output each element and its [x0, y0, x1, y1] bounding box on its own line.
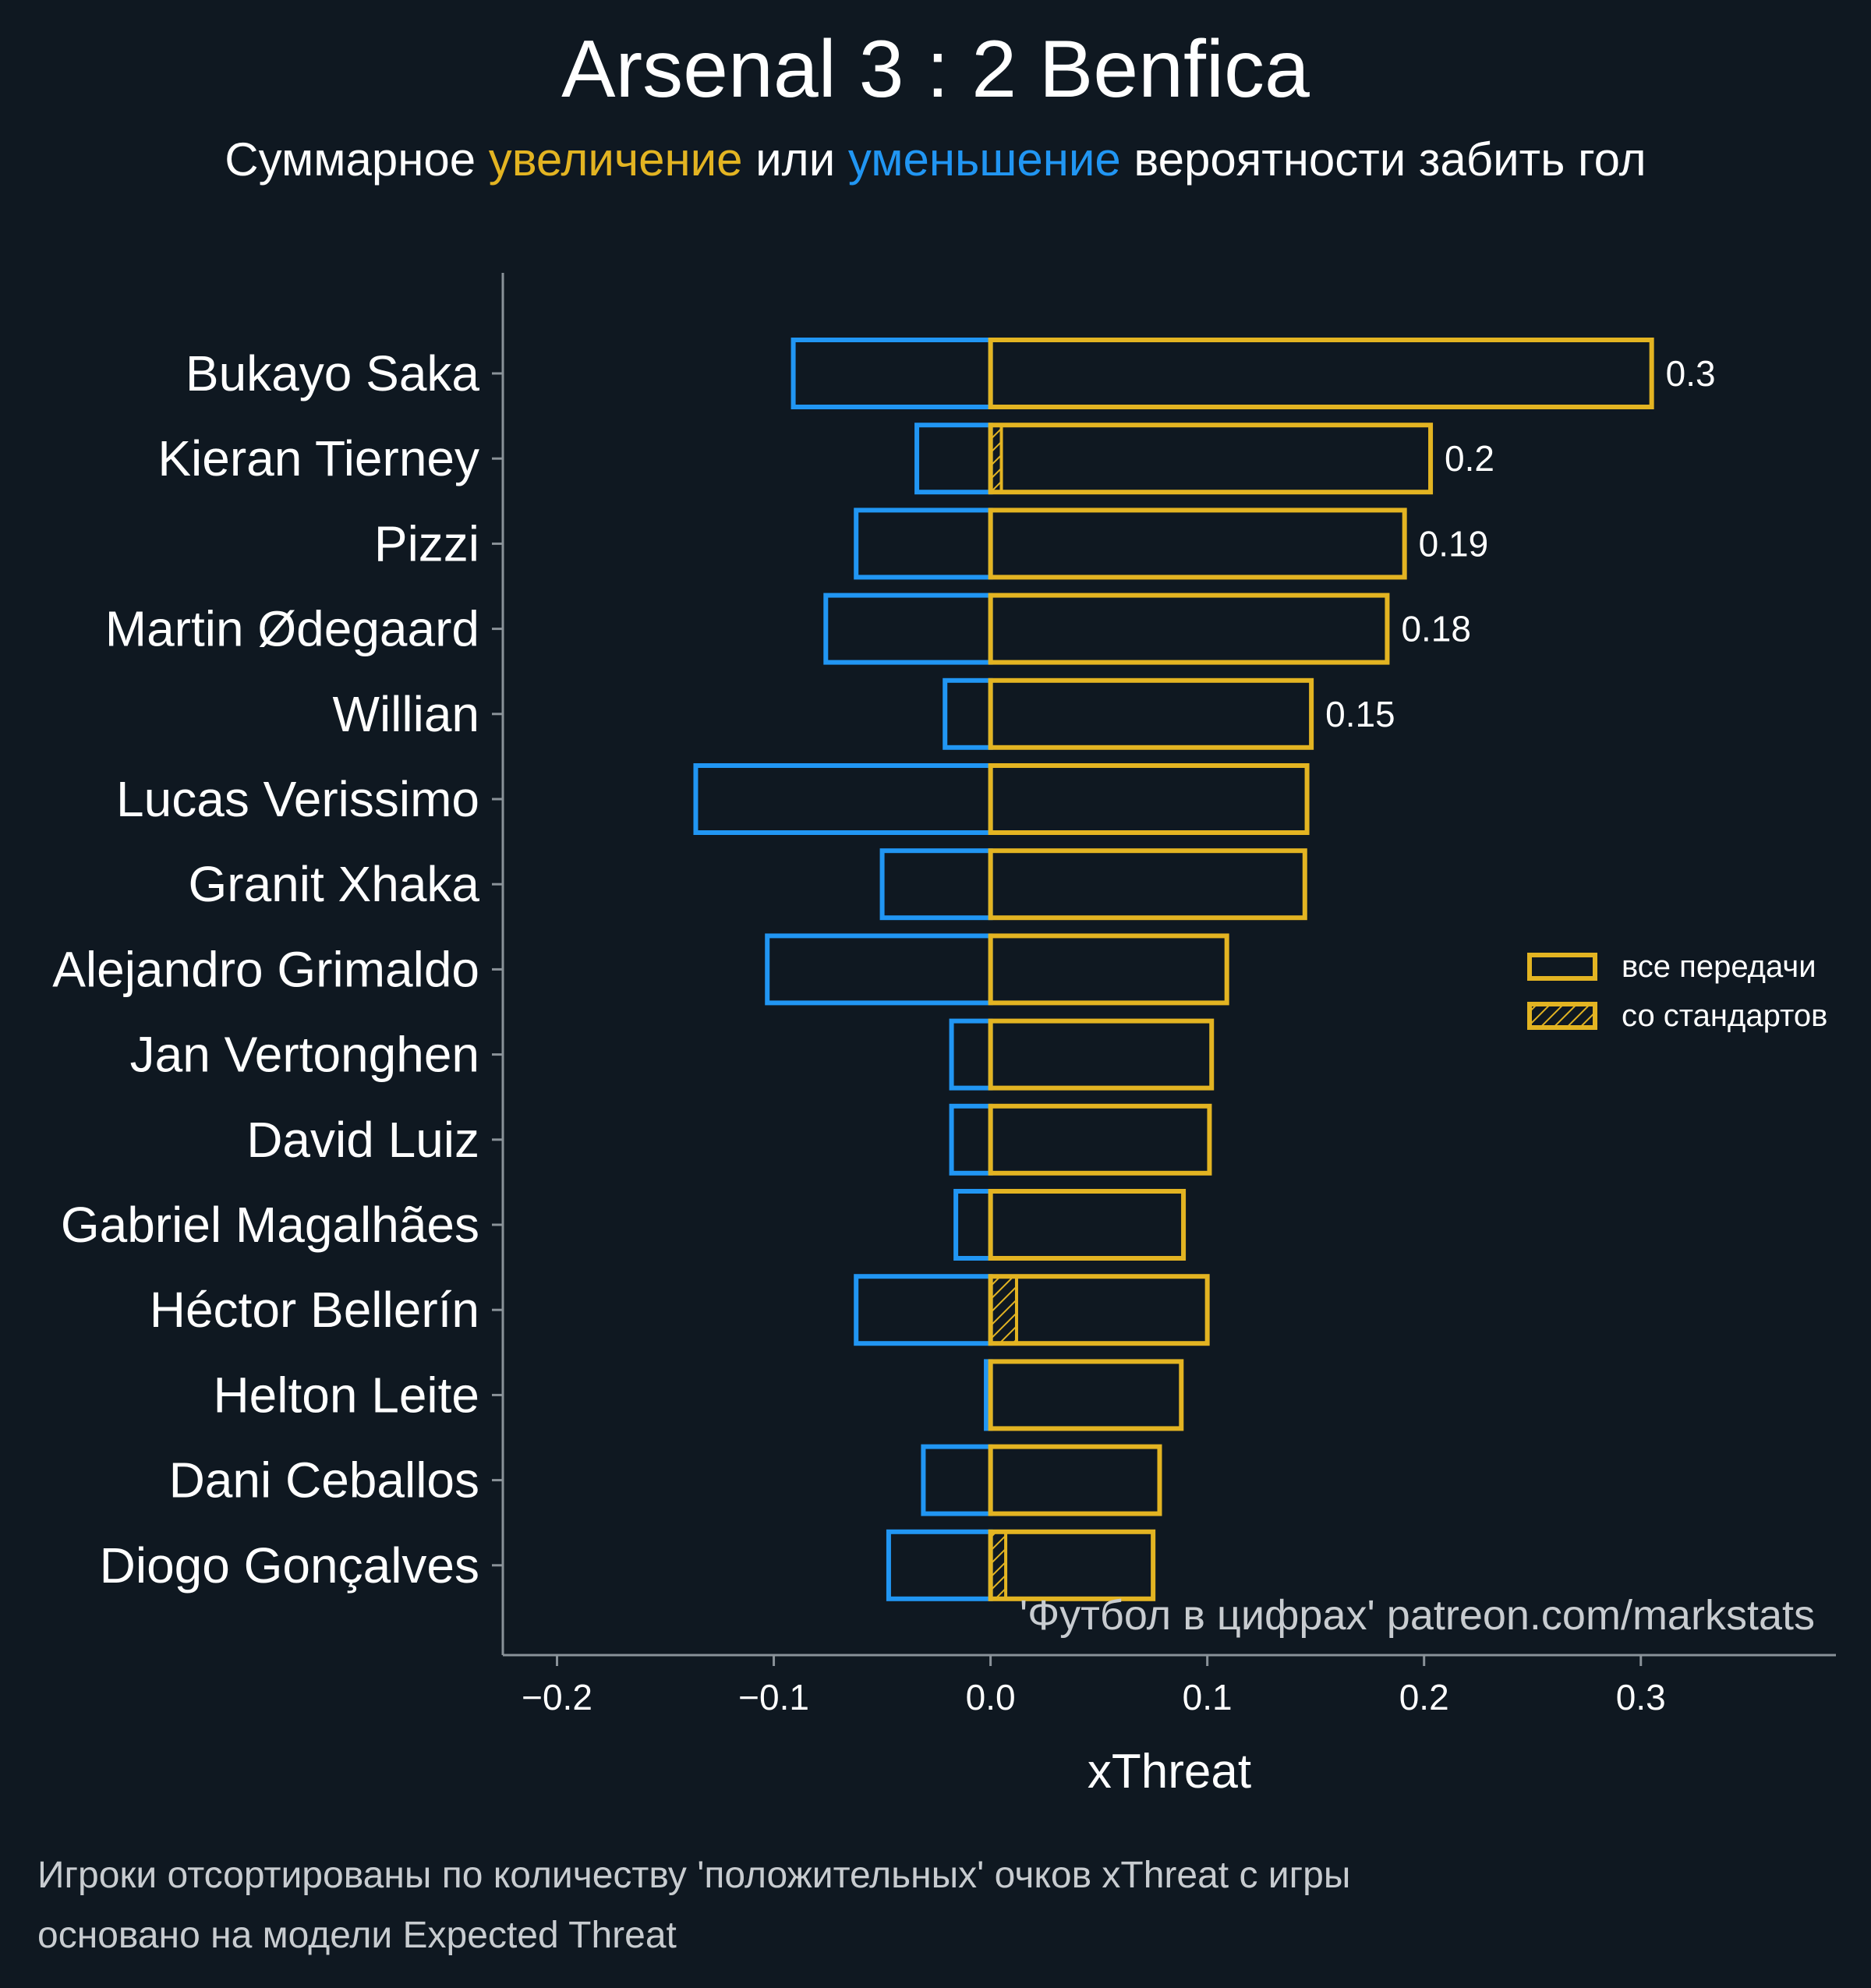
subtitle-part3: вероятности забить гол	[1120, 133, 1646, 186]
player-label: Willian	[333, 686, 479, 742]
negative-bar	[879, 848, 993, 921]
chart-legend: все передачи со стандартов	[1527, 950, 1827, 1033]
positive-bar	[988, 677, 1314, 750]
negative-bar	[790, 338, 993, 409]
axes-layer	[492, 273, 1836, 1666]
legend-label-all-passes: все передачи	[1622, 950, 1816, 984]
value-label: 0.3	[1666, 353, 1716, 394]
positive-bar	[988, 1359, 1184, 1431]
credit-annotation: 'Футбол в цифрах' patreon.com/markstats	[1020, 1592, 1815, 1639]
x-tick-label: 0.3	[1616, 1677, 1666, 1717]
subtitle-part2: или	[742, 133, 848, 186]
bars-layer	[693, 338, 1654, 1601]
player-label: Dani Ceballos	[169, 1452, 479, 1509]
negative-bar	[943, 677, 993, 750]
value-label: 0.19	[1419, 523, 1489, 564]
x-tick-label: 0.1	[1183, 1677, 1233, 1717]
player-label: Martin Ødegaard	[105, 601, 479, 657]
positive-bar	[988, 763, 1310, 835]
positive-bar	[988, 1189, 1187, 1261]
player-label: Gabriel Magalhães	[61, 1197, 479, 1253]
player-label: Pizzi	[374, 515, 479, 571]
positive-bar	[988, 508, 1407, 580]
player-label: Diogo Gonçalves	[100, 1537, 479, 1594]
negative-bar	[921, 1444, 993, 1516]
chart-title: Arsenal 3 : 2 Benfica	[561, 24, 1310, 115]
negative-bar	[953, 1189, 993, 1261]
negative-bar	[854, 1274, 993, 1346]
negative-bar	[949, 1018, 993, 1091]
negative-bar	[765, 933, 993, 1006]
positive-bar	[988, 848, 1307, 921]
positive-bar	[988, 1529, 1156, 1601]
player-label: Alejandro Grimaldo	[52, 941, 479, 997]
x-axis-label: xThreat	[1088, 1745, 1251, 1799]
negative-bar	[823, 593, 993, 665]
player-label: Jan Vertonghen	[130, 1027, 479, 1083]
legend-label-set-pieces: со стандартов	[1622, 999, 1827, 1033]
value-label: 0.18	[1401, 609, 1471, 649]
negative-bar	[854, 508, 993, 580]
player-label: Helton Leite	[213, 1367, 479, 1423]
positive-bar	[988, 1018, 1215, 1091]
legend-swatch-all-passes	[1527, 953, 1597, 981]
subtitle-part1: Суммарное	[225, 133, 489, 186]
player-label: Héctor Bellerín	[150, 1282, 479, 1338]
negative-bar	[914, 423, 993, 495]
positive-bar	[988, 1274, 1210, 1346]
x-tick-label: −0.2	[522, 1677, 592, 1717]
positive-bar	[988, 423, 1434, 495]
positive-bar	[988, 338, 1654, 409]
positive-bar	[988, 593, 1390, 665]
labels-layer: 0.3 Bukayo Saka 0.2 Kieran Tierney 0.19 Pizzi…	[52, 345, 1815, 1799]
negative-bar	[949, 1103, 993, 1176]
positive-bar	[988, 1444, 1162, 1516]
set-piece-bar	[989, 1275, 1018, 1346]
value-label: 0.2	[1445, 438, 1494, 479]
player-label: Lucas Verissimo	[116, 771, 479, 827]
subtitle-decrease: уменьшение	[847, 133, 1121, 186]
chart-subtitle: Суммарное увеличение или уменьшение веро…	[0, 133, 1871, 186]
x-tick-label: 0.0	[966, 1677, 1016, 1717]
negative-bar	[693, 763, 993, 835]
footnote-sorting: Игроки отсортированы по количеству 'поло…	[37, 1855, 1351, 1896]
footnote-model: основано на модели Expected Threat	[37, 1915, 677, 1956]
player-label: Bukayo Saka	[186, 345, 480, 401]
x-tick-label: −0.1	[738, 1677, 809, 1717]
positive-bar	[988, 1103, 1212, 1176]
negative-bar	[886, 1529, 993, 1601]
player-label: David Luiz	[246, 1112, 479, 1168]
positive-bar	[988, 933, 1229, 1006]
subtitle-increase: увеличение	[488, 133, 743, 186]
value-label: 0.15	[1325, 694, 1395, 734]
player-label: Granit Xhaka	[188, 856, 479, 912]
legend-swatch-set-pieces	[1527, 1002, 1597, 1030]
x-tick-label: 0.2	[1399, 1677, 1449, 1717]
player-label: Kieran Tierney	[157, 430, 479, 486]
